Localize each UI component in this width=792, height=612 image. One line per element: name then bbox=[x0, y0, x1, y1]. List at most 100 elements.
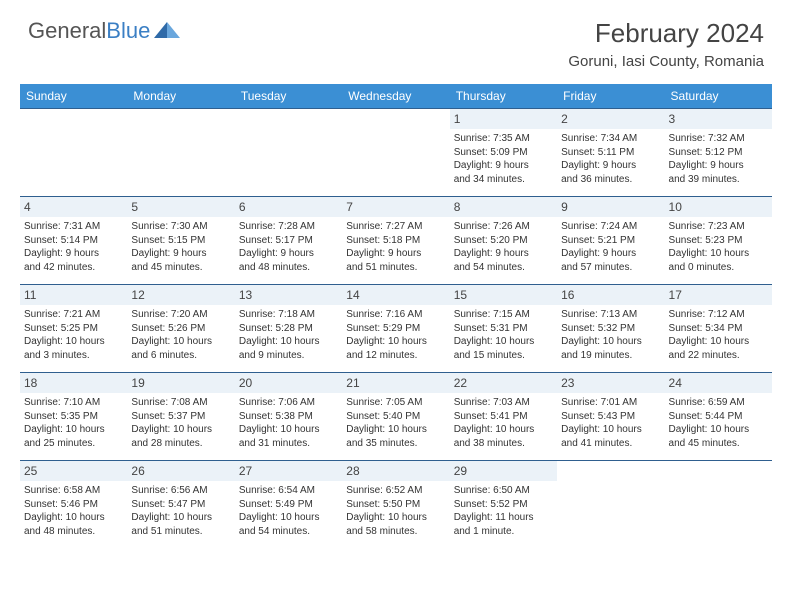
day-number: 12 bbox=[127, 285, 234, 305]
calendar-day-cell: 19Sunrise: 7:08 AMSunset: 5:37 PMDayligh… bbox=[127, 373, 234, 461]
day-detail-line: and 58 minutes. bbox=[346, 525, 445, 539]
calendar-week-row: 4Sunrise: 7:31 AMSunset: 5:14 PMDaylight… bbox=[20, 197, 772, 285]
day-detail-line: Sunset: 5:26 PM bbox=[131, 322, 230, 336]
day-detail-line: Sunrise: 7:01 AM bbox=[561, 396, 660, 410]
day-detail-line: and 31 minutes. bbox=[239, 437, 338, 451]
calendar-week-row: 18Sunrise: 7:10 AMSunset: 5:35 PMDayligh… bbox=[20, 373, 772, 461]
calendar-day-cell: 8Sunrise: 7:26 AMSunset: 5:20 PMDaylight… bbox=[450, 197, 557, 285]
day-detail-line: Sunrise: 6:56 AM bbox=[131, 484, 230, 498]
title-block: February 2024 Goruni, Iasi County, Roman… bbox=[568, 18, 764, 70]
day-detail-line: Daylight: 10 hours bbox=[454, 423, 553, 437]
day-detail-line: Daylight: 9 hours bbox=[239, 247, 338, 261]
calendar-table: SundayMondayTuesdayWednesdayThursdayFrid… bbox=[20, 84, 772, 549]
logo-word1: General bbox=[28, 18, 106, 43]
day-number: 19 bbox=[127, 373, 234, 393]
day-detail-line: Sunrise: 7:32 AM bbox=[669, 132, 768, 146]
calendar-week-row: 1Sunrise: 7:35 AMSunset: 5:09 PMDaylight… bbox=[20, 109, 772, 197]
day-detail-line: Sunset: 5:18 PM bbox=[346, 234, 445, 248]
day-detail-line: Sunset: 5:34 PM bbox=[669, 322, 768, 336]
calendar-week-row: 25Sunrise: 6:58 AMSunset: 5:46 PMDayligh… bbox=[20, 461, 772, 549]
day-detail-line: Sunset: 5:25 PM bbox=[24, 322, 123, 336]
day-number: 21 bbox=[342, 373, 449, 393]
day-detail-line: Sunset: 5:23 PM bbox=[669, 234, 768, 248]
day-detail-line: Sunrise: 7:24 AM bbox=[561, 220, 660, 234]
day-detail-line: Sunrise: 7:30 AM bbox=[131, 220, 230, 234]
calendar-day-cell bbox=[127, 109, 234, 197]
day-detail-line: Sunrise: 6:59 AM bbox=[669, 396, 768, 410]
day-detail-line: and 51 minutes. bbox=[131, 525, 230, 539]
day-number: 22 bbox=[450, 373, 557, 393]
day-detail-line: Daylight: 9 hours bbox=[669, 159, 768, 173]
day-detail-line: Sunset: 5:49 PM bbox=[239, 498, 338, 512]
calendar-day-cell: 20Sunrise: 7:06 AMSunset: 5:38 PMDayligh… bbox=[235, 373, 342, 461]
day-detail-line: Sunset: 5:52 PM bbox=[454, 498, 553, 512]
day-detail-line: Sunrise: 6:50 AM bbox=[454, 484, 553, 498]
day-detail-line: Sunrise: 7:34 AM bbox=[561, 132, 660, 146]
day-number: 7 bbox=[342, 197, 449, 217]
page-header: GeneralBlue February 2024 Goruni, Iasi C… bbox=[0, 0, 792, 78]
day-detail-line: Sunrise: 7:23 AM bbox=[669, 220, 768, 234]
day-detail-line: Sunset: 5:09 PM bbox=[454, 146, 553, 160]
calendar-day-cell: 25Sunrise: 6:58 AMSunset: 5:46 PMDayligh… bbox=[20, 461, 127, 549]
day-detail-line: Sunset: 5:43 PM bbox=[561, 410, 660, 424]
day-detail-line: Sunrise: 6:54 AM bbox=[239, 484, 338, 498]
day-detail-line: and 48 minutes. bbox=[24, 525, 123, 539]
day-detail-line: Sunrise: 7:21 AM bbox=[24, 308, 123, 322]
day-detail-line: Daylight: 10 hours bbox=[239, 423, 338, 437]
calendar-day-cell bbox=[20, 109, 127, 197]
day-detail-line: Sunrise: 7:13 AM bbox=[561, 308, 660, 322]
day-detail-line: Sunset: 5:46 PM bbox=[24, 498, 123, 512]
day-number: 1 bbox=[450, 109, 557, 129]
day-detail-line: Sunset: 5:40 PM bbox=[346, 410, 445, 424]
day-detail-line: and 6 minutes. bbox=[131, 349, 230, 363]
day-detail-line: Daylight: 10 hours bbox=[24, 335, 123, 349]
weekday-header: Tuesday bbox=[235, 84, 342, 109]
month-title: February 2024 bbox=[568, 18, 764, 49]
day-detail-line: and 28 minutes. bbox=[131, 437, 230, 451]
day-detail-line: and 45 minutes. bbox=[131, 261, 230, 275]
calendar-day-cell: 17Sunrise: 7:12 AMSunset: 5:34 PMDayligh… bbox=[665, 285, 772, 373]
day-detail-line: and 35 minutes. bbox=[346, 437, 445, 451]
day-detail-line: Sunset: 5:21 PM bbox=[561, 234, 660, 248]
day-detail-line: Sunrise: 7:03 AM bbox=[454, 396, 553, 410]
calendar-day-cell: 13Sunrise: 7:18 AMSunset: 5:28 PMDayligh… bbox=[235, 285, 342, 373]
calendar-day-cell: 16Sunrise: 7:13 AMSunset: 5:32 PMDayligh… bbox=[557, 285, 664, 373]
day-detail-line: Daylight: 10 hours bbox=[561, 335, 660, 349]
day-detail-line: and 36 minutes. bbox=[561, 173, 660, 187]
day-detail-line: Daylight: 9 hours bbox=[561, 159, 660, 173]
day-detail-line: Sunset: 5:28 PM bbox=[239, 322, 338, 336]
day-detail-line: and 54 minutes. bbox=[454, 261, 553, 275]
day-number: 16 bbox=[557, 285, 664, 305]
day-detail-line: and 3 minutes. bbox=[24, 349, 123, 363]
day-detail-line: Daylight: 10 hours bbox=[346, 511, 445, 525]
day-detail-line: Sunset: 5:37 PM bbox=[131, 410, 230, 424]
day-detail-line: Sunset: 5:35 PM bbox=[24, 410, 123, 424]
day-detail-line: Sunrise: 6:58 AM bbox=[24, 484, 123, 498]
location-subtitle: Goruni, Iasi County, Romania bbox=[568, 53, 764, 70]
day-detail-line: Daylight: 10 hours bbox=[131, 423, 230, 437]
day-number: 4 bbox=[20, 197, 127, 217]
calendar-day-cell: 1Sunrise: 7:35 AMSunset: 5:09 PMDaylight… bbox=[450, 109, 557, 197]
day-detail-line: Sunrise: 6:52 AM bbox=[346, 484, 445, 498]
day-number: 26 bbox=[127, 461, 234, 481]
logo-triangle-icon bbox=[154, 20, 180, 43]
day-number: 13 bbox=[235, 285, 342, 305]
day-detail-line: and 22 minutes. bbox=[669, 349, 768, 363]
day-detail-line: Daylight: 9 hours bbox=[131, 247, 230, 261]
calendar-day-cell: 12Sunrise: 7:20 AMSunset: 5:26 PMDayligh… bbox=[127, 285, 234, 373]
day-detail-line: Sunrise: 7:05 AM bbox=[346, 396, 445, 410]
day-detail-line: and 54 minutes. bbox=[239, 525, 338, 539]
day-detail-line: Sunset: 5:29 PM bbox=[346, 322, 445, 336]
day-number: 29 bbox=[450, 461, 557, 481]
day-number: 18 bbox=[20, 373, 127, 393]
day-detail-line: Daylight: 10 hours bbox=[669, 247, 768, 261]
day-detail-line: Sunset: 5:47 PM bbox=[131, 498, 230, 512]
calendar-day-cell bbox=[342, 109, 449, 197]
day-detail-line: and 42 minutes. bbox=[24, 261, 123, 275]
day-number: 11 bbox=[20, 285, 127, 305]
calendar-day-cell: 22Sunrise: 7:03 AMSunset: 5:41 PMDayligh… bbox=[450, 373, 557, 461]
day-number: 20 bbox=[235, 373, 342, 393]
calendar-day-cell: 6Sunrise: 7:28 AMSunset: 5:17 PMDaylight… bbox=[235, 197, 342, 285]
weekday-header: Saturday bbox=[665, 84, 772, 109]
calendar-day-cell: 11 Sunrise: 7:21 AMSunset: 5:25 PMDayligh… bbox=[20, 285, 127, 373]
